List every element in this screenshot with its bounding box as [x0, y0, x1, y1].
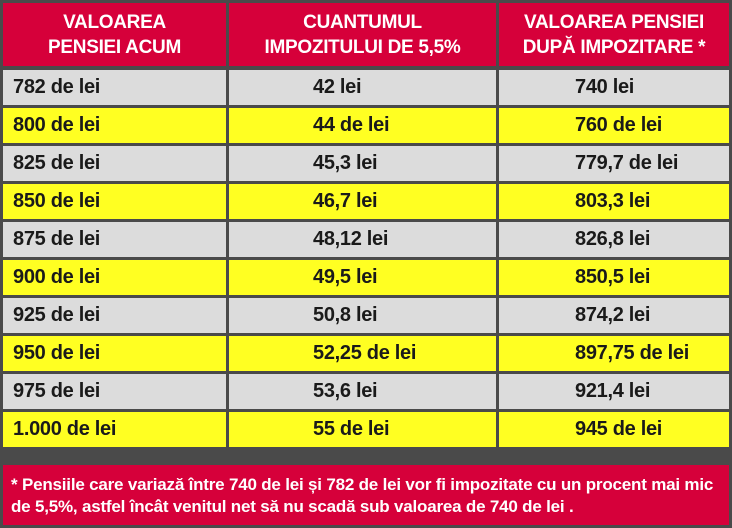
cell-pension-after-tax: 779,7 de lei — [499, 146, 729, 181]
cell-tax-amount: 53,6 lei — [229, 374, 496, 409]
cell-current-pension: 950 de lei — [3, 336, 226, 371]
cell-current-pension: 800 de lei — [3, 108, 226, 143]
header-current-pension: VALOAREA PENSIEI ACUM — [3, 3, 226, 66]
cell-pension-after-tax: 760 de lei — [499, 108, 729, 143]
cell-pension-after-tax: 740 lei — [499, 70, 729, 105]
cell-tax-amount: 52,25 de lei — [229, 336, 496, 371]
cell-pension-after-tax: 945 de lei — [499, 412, 729, 447]
cell-tax-amount: 55 de lei — [229, 412, 496, 447]
cell-pension-after-tax: 921,4 lei — [499, 374, 729, 409]
cell-tax-amount: 50,8 lei — [229, 298, 496, 333]
cell-current-pension: 782 de lei — [3, 70, 226, 105]
table-header: VALOAREA PENSIEI ACUM CUANTUMUL IMPOZITU… — [0, 0, 732, 68]
cell-tax-amount: 49,5 lei — [229, 260, 496, 295]
cell-tax-amount: 44 de lei — [229, 108, 496, 143]
cell-current-pension: 1.000 de lei — [3, 412, 226, 447]
cell-tax-amount: 48,12 lei — [229, 222, 496, 257]
cell-tax-amount: 42 lei — [229, 70, 496, 105]
footnote: * Pensiile care variază între 740 de lei… — [3, 465, 729, 525]
cell-current-pension: 925 de lei — [3, 298, 226, 333]
cell-pension-after-tax: 897,75 de lei — [499, 336, 729, 371]
cell-pension-after-tax: 874,2 lei — [499, 298, 729, 333]
cell-current-pension: 825 de lei — [3, 146, 226, 181]
cell-pension-after-tax: 803,3 lei — [499, 184, 729, 219]
cell-current-pension: 900 de lei — [3, 260, 226, 295]
cell-tax-amount: 46,7 lei — [229, 184, 496, 219]
cell-current-pension: 975 de lei — [3, 374, 226, 409]
cell-pension-after-tax: 850,5 lei — [499, 260, 729, 295]
cell-pension-after-tax: 826,8 lei — [499, 222, 729, 257]
cell-current-pension: 850 de lei — [3, 184, 226, 219]
header-tax-amount: CUANTUMUL IMPOZITULUI DE 5,5% — [229, 3, 496, 66]
header-pension-after-tax: VALOAREA PENSIEI DUPĂ IMPOZITARE * — [499, 3, 729, 66]
cell-current-pension: 875 de lei — [3, 222, 226, 257]
cell-tax-amount: 45,3 lei — [229, 146, 496, 181]
